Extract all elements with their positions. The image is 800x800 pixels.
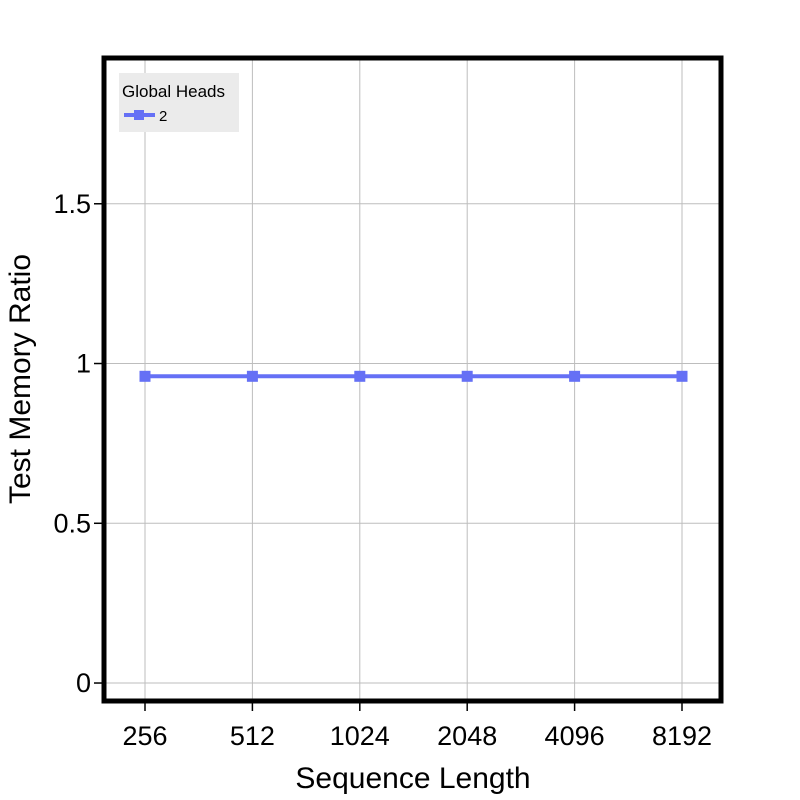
x-tick-label: 512: [230, 721, 275, 751]
y-tick-label: 0.5: [53, 508, 91, 538]
x-tick-label: 2048: [437, 721, 497, 751]
data-point-marker: [569, 370, 581, 382]
y-tick-label: 1.5: [53, 189, 91, 219]
data-point-marker: [354, 370, 366, 382]
grid-lines: [106, 60, 719, 699]
x-tick-label: 4096: [545, 721, 605, 751]
legend: Global Heads 2: [119, 73, 239, 132]
y-axis-title: Test Memory Ratio: [4, 254, 37, 504]
data-point-marker: [676, 370, 688, 382]
data-point-marker: [246, 370, 258, 382]
x-tick-label: 8192: [652, 721, 712, 751]
plot-frame: [101, 55, 724, 704]
series-layer: [139, 370, 688, 382]
y-tick-labels: 0 0.5 1 1.5: [53, 189, 91, 698]
x-tick-labels: 256 512 1024 2048 4096 8192: [122, 721, 712, 751]
data-point-marker: [461, 370, 473, 382]
x-axis-title: Sequence Length: [295, 762, 530, 795]
x-tick-label: 256: [122, 721, 167, 751]
y-tick-label: 0: [76, 668, 91, 698]
data-point-marker: [139, 370, 151, 382]
axis-ticks: [94, 203, 683, 711]
legend-swatch-marker: [134, 110, 144, 120]
legend-series-label: 2: [159, 108, 167, 125]
y-tick-label: 1: [76, 349, 91, 379]
x-tick-label: 1024: [330, 721, 390, 751]
legend-title: Global Heads: [122, 82, 225, 101]
legend-box: [119, 73, 239, 132]
